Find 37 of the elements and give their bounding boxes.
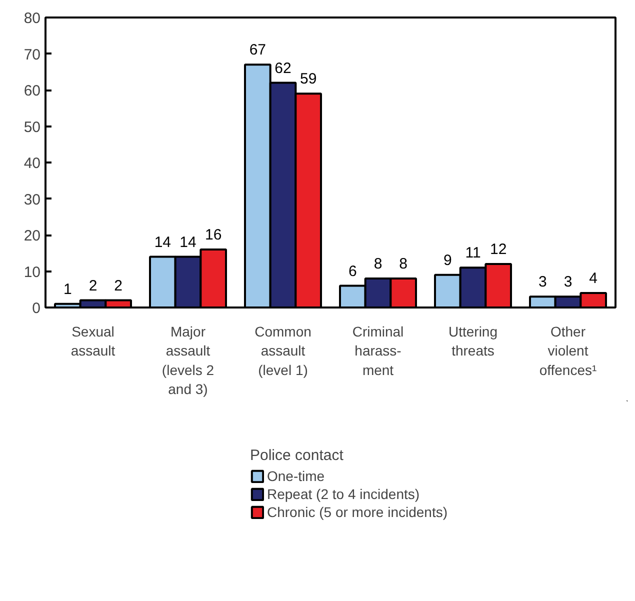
x-tick-label: Common assault (level 1)	[254, 324, 312, 378]
legend-title: Police contact	[250, 447, 344, 464]
data-label: 67	[249, 42, 266, 59]
data-label: 2	[114, 277, 123, 294]
y-tick-label: 0	[32, 300, 40, 317]
data-label: 59	[300, 70, 317, 88]
y-tick-label: 20	[24, 228, 41, 244]
data-label: 14	[154, 234, 172, 251]
data-label: 4	[589, 270, 598, 287]
data-label: 62	[274, 60, 292, 77]
y-tick-label: 30	[24, 191, 41, 208]
data-label: 12	[490, 241, 507, 258]
y-tick-label: 70	[24, 46, 41, 64]
data-label: 16	[204, 226, 222, 244]
legend-label: Chronic (5 or more incidents)	[267, 504, 448, 520]
data-label: 2	[88, 277, 98, 294]
x-tick-label: Criminal harass- ment	[352, 324, 404, 378]
x-tick-label: Uttering threats	[448, 324, 498, 359]
data-label: 11	[465, 244, 481, 262]
x-tick-label: Major assault (levels 2 and 3)	[162, 324, 214, 398]
x-tick-label: Other violent offences¹	[539, 324, 598, 378]
data-label: 3	[564, 274, 572, 291]
legend-label: Repeat (2 to 4 incidents)	[267, 486, 420, 502]
y-tick-label: 50	[24, 118, 41, 136]
y-tick-label: 80	[24, 10, 41, 27]
data-label: 3	[538, 274, 547, 291]
data-label: 14	[180, 234, 196, 251]
y-tick-label: 40	[24, 155, 41, 172]
data-label: 8	[374, 256, 382, 272]
y-tick-label: 60	[24, 82, 41, 100]
legend-label: One-time	[267, 468, 325, 484]
x-tick-label: Sexual assault	[70, 324, 116, 359]
data-label: 9	[443, 252, 452, 269]
data-label: 8	[399, 256, 408, 272]
y-tick-label: 10	[24, 264, 41, 281]
data-label: 1	[63, 280, 72, 298]
data-label: 6	[348, 262, 357, 280]
